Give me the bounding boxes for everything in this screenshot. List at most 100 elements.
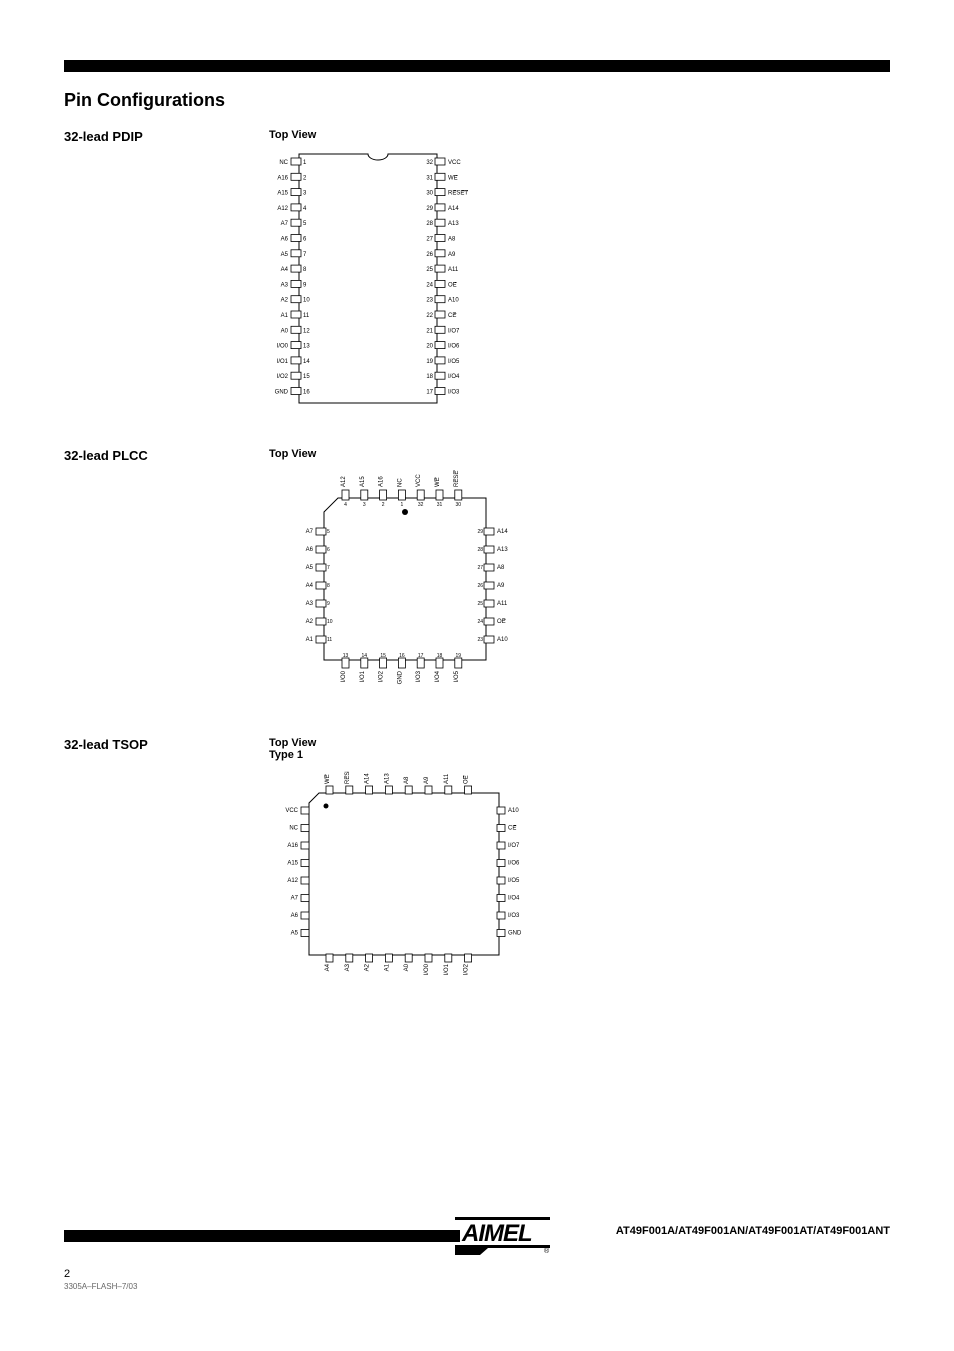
svg-text:NC: NC [289,826,298,832]
svg-text:27: 27 [426,237,433,243]
svg-text:32: 32 [418,502,424,508]
svg-text:18: 18 [437,653,443,659]
svg-text:A1: A1 [306,637,314,643]
svg-text:16: 16 [303,390,310,396]
svg-text:32: 32 [426,160,433,166]
svg-text:15: 15 [380,653,386,659]
svg-text:A10: A10 [508,808,519,814]
pdip-diagram: 1NC2A163A154A125A76A67A58A49A310A211A112… [269,151,539,416]
svg-text:A10: A10 [497,637,508,643]
svg-text:A12: A12 [277,206,288,212]
svg-text:A12: A12 [287,878,298,884]
svg-text:A5: A5 [306,565,314,571]
svg-text:I/O7: I/O7 [448,328,460,334]
svg-text:15: 15 [303,374,310,380]
svg-text:I/O4: I/O4 [435,670,441,682]
svg-text:26: 26 [477,583,483,589]
svg-text:10: 10 [327,619,333,625]
svg-text:A3: A3 [345,963,351,971]
svg-text:A13: A13 [384,773,390,784]
svg-text:I/O0: I/O0 [424,963,430,975]
svg-text:A11: A11 [497,601,508,607]
svg-text:A6: A6 [306,547,314,553]
svg-text:A14: A14 [497,529,508,535]
plcc-title: 32-lead PLCC [64,448,229,463]
svg-text:1: 1 [401,502,404,508]
svg-text:23: 23 [426,298,433,304]
plcc-diagram: A124A153A162NC1VCC32WE31RESET30A75A66A57… [269,470,569,705]
svg-text:A3: A3 [306,601,314,607]
svg-text:I/O0: I/O0 [341,670,347,682]
svg-text:11: 11 [327,637,332,643]
svg-text:A0: A0 [404,963,410,971]
svg-text:20: 20 [426,344,433,350]
svg-text:I/O6: I/O6 [508,861,520,867]
pdip-desc: Top View [269,129,539,141]
svg-text:A2: A2 [306,619,314,625]
svg-text:VCC: VCC [416,474,422,487]
svg-text:14: 14 [303,359,310,365]
svg-text:27: 27 [477,565,483,571]
svg-text:18: 18 [426,374,433,380]
svg-text:GND: GND [397,670,403,684]
svg-text:28: 28 [426,221,433,227]
svg-text:A15: A15 [277,191,288,197]
plcc-block: 32-lead PLCC Top View A124A153A162NC1VCC… [64,448,890,705]
svg-text:A15: A15 [360,476,366,487]
svg-text:A8: A8 [404,776,410,784]
atmel-logo: AIMEL ® [454,1211,552,1260]
svg-text:A10: A10 [448,298,459,304]
svg-text:31: 31 [437,502,443,508]
svg-text:6: 6 [327,547,330,553]
svg-text:A6: A6 [281,237,289,243]
svg-text:16: 16 [399,653,405,659]
svg-text:24: 24 [426,282,433,288]
svg-text:I/O4: I/O4 [508,896,520,902]
svg-text:I/O2: I/O2 [277,374,289,380]
svg-text:GND: GND [275,390,289,396]
svg-text:WE: WE [325,774,331,784]
svg-text:A16: A16 [287,843,298,849]
svg-text:A6: A6 [291,913,299,919]
svg-text:I/O5: I/O5 [454,670,460,682]
svg-text:A13: A13 [448,221,459,227]
svg-text:I/O3: I/O3 [508,913,520,919]
svg-text:24: 24 [477,619,483,625]
tsop-block: 32-lead TSOP Top ViewType 1 WERESETA14A1… [64,737,890,996]
svg-text:7: 7 [327,565,330,571]
svg-text:VCC: VCC [285,808,298,814]
svg-text:A3: A3 [281,282,289,288]
svg-text:I/O1: I/O1 [444,963,450,975]
header-rule [64,60,890,72]
svg-text:A9: A9 [448,252,456,258]
svg-text:25: 25 [477,601,483,607]
svg-text:I/O3: I/O3 [448,390,460,396]
page-number: 2 [64,1268,890,1280]
svg-text:A14: A14 [365,773,371,784]
pdip-block: 32-lead PDIP Top View 1NC2A163A154A125A7… [64,129,890,416]
svg-text:NC: NC [397,478,403,487]
svg-text:A14: A14 [448,206,459,212]
svg-text:3: 3 [363,502,366,508]
svg-text:A4: A4 [281,267,289,273]
svg-text:NC: NC [279,160,288,166]
svg-text:A4: A4 [325,963,331,971]
svg-text:CE: CE [448,313,456,319]
svg-text:30: 30 [456,502,462,508]
svg-text:A7: A7 [291,896,299,902]
svg-text:A16: A16 [277,175,288,181]
pdip-title: 32-lead PDIP [64,129,229,144]
svg-text:CE: CE [508,826,516,832]
svg-text:I/O4: I/O4 [448,374,460,380]
svg-text:I/O5: I/O5 [508,878,520,884]
svg-text:A1: A1 [281,313,289,319]
svg-text:I/O3: I/O3 [416,670,422,682]
svg-text:10: 10 [303,298,310,304]
svg-text:A5: A5 [281,252,289,258]
svg-text:WE: WE [435,477,441,487]
footer: AIMEL ® 2 AT49F001A/AT49F001AN/AT49F001A… [64,1211,890,1291]
svg-text:17: 17 [426,390,433,396]
svg-text:19: 19 [456,653,462,659]
svg-text:I/O1: I/O1 [360,670,366,682]
svg-text:A2: A2 [365,963,371,971]
